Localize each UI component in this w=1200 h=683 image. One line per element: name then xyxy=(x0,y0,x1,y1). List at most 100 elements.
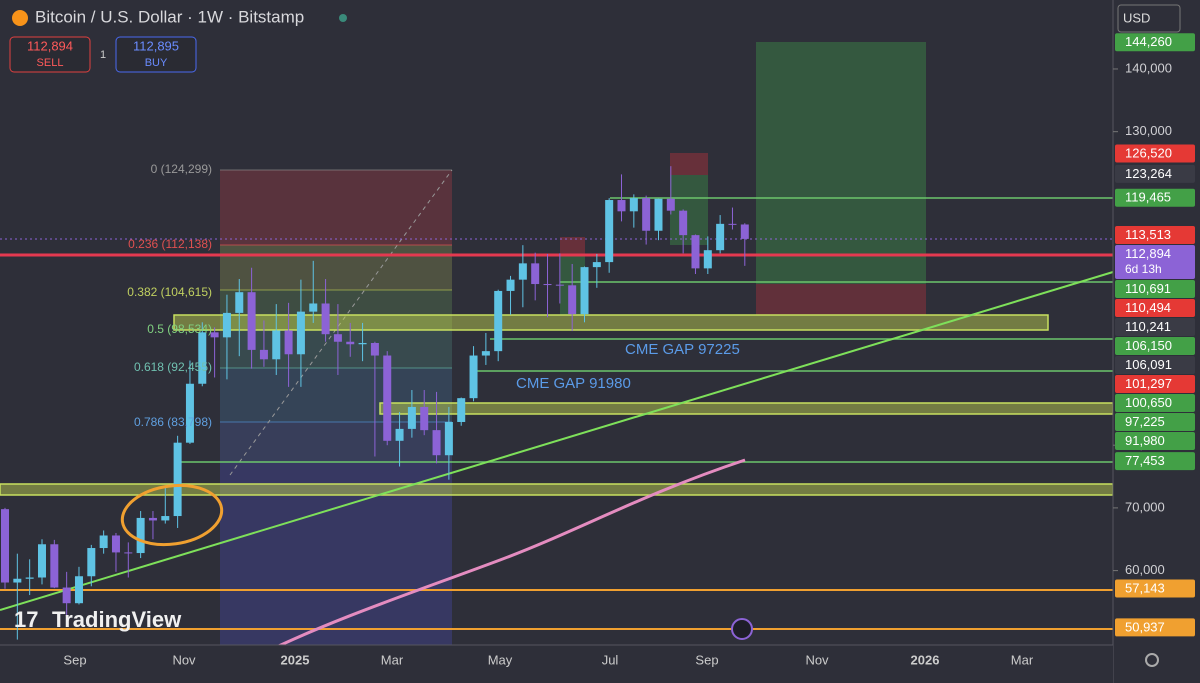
price-tag xyxy=(1115,245,1195,280)
candle-body xyxy=(87,548,96,577)
x-tick-label: Nov xyxy=(172,652,196,667)
candle-body xyxy=(444,421,453,456)
price-tag-label: 106,091 xyxy=(1125,357,1172,372)
candle-body xyxy=(481,351,490,356)
price-tag-label: 57,143 xyxy=(1125,580,1165,595)
event-icon[interactable] xyxy=(731,618,753,640)
candle-body xyxy=(370,342,379,356)
gap-box xyxy=(379,402,1114,415)
price-tag-label: 50,937 xyxy=(1125,619,1165,634)
cme-gap-label: CME GAP 91980 xyxy=(516,375,631,392)
long-stop-zone xyxy=(756,284,926,315)
y-tick-label: 60,000 xyxy=(1125,562,1165,577)
candle-body xyxy=(333,334,342,342)
candle-body xyxy=(383,355,392,441)
x-tick-label: May xyxy=(488,652,513,667)
price-tag xyxy=(1115,394,1195,413)
moving-average xyxy=(259,458,746,657)
candle-body xyxy=(173,442,182,517)
price-tag-label: 77,453 xyxy=(1125,453,1165,468)
candle-body xyxy=(74,576,83,604)
price-tag xyxy=(1115,452,1195,471)
candle-body xyxy=(654,198,663,231)
candle-body xyxy=(568,285,577,315)
candle-body xyxy=(210,332,219,338)
candle-body xyxy=(716,223,725,251)
candle-body xyxy=(247,292,256,350)
candle-body xyxy=(111,535,120,553)
candle-body xyxy=(469,355,478,399)
price-tag xyxy=(1115,226,1195,245)
x-tick-label: 2025 xyxy=(281,652,310,667)
price-tag-label: 110,494 xyxy=(1125,300,1171,315)
candle-body xyxy=(25,577,34,579)
drawings xyxy=(0,42,1114,657)
buy-price: 112,895 xyxy=(133,38,179,53)
price-tag-label: 106,150 xyxy=(1125,338,1172,353)
fib-zone xyxy=(220,422,452,462)
candle-body xyxy=(506,279,515,291)
candle-body xyxy=(457,398,466,422)
candle-body xyxy=(1,509,9,583)
price-tag xyxy=(1115,318,1195,337)
currency-button[interactable] xyxy=(1117,4,1181,33)
y-tick-label: 140,000 xyxy=(1125,60,1172,75)
candle-body xyxy=(161,516,170,521)
position-stop xyxy=(560,237,585,255)
price-tag xyxy=(1115,33,1195,52)
candles xyxy=(1,166,749,640)
price-tag xyxy=(1115,432,1195,451)
candle-body xyxy=(580,267,589,315)
cme-gap-label: CME GAP 97225 xyxy=(625,341,740,358)
fib-zone xyxy=(220,170,452,245)
position-target xyxy=(670,175,708,245)
sell-button[interactable] xyxy=(9,36,91,73)
highlight-circle xyxy=(120,483,224,547)
candle-body xyxy=(13,578,22,583)
candle-body xyxy=(691,235,700,269)
price-tag xyxy=(1115,375,1195,394)
price-tag-label: 97,225 xyxy=(1125,414,1165,429)
symbol-title: Bitcoin / U.S. Dollar · 1W · Bitstamp xyxy=(35,7,304,26)
candle-body xyxy=(62,587,71,604)
candle-body xyxy=(136,517,145,554)
fib-label: 0.5 (98,534) xyxy=(147,322,212,336)
candle-body xyxy=(321,303,330,335)
x-tick-label: Nov xyxy=(805,652,829,667)
btc-icon xyxy=(12,10,28,26)
candle-body xyxy=(432,430,441,456)
price-tag xyxy=(1115,413,1195,432)
trend-line xyxy=(0,271,1114,611)
price-tag xyxy=(1115,280,1195,299)
sell-label: SELL xyxy=(37,57,64,69)
candle-body xyxy=(592,262,601,268)
candle-body xyxy=(629,198,638,212)
candle-body xyxy=(531,263,540,285)
candle-body xyxy=(222,312,231,338)
candle-body xyxy=(494,290,503,352)
settings-icon[interactable] xyxy=(1145,653,1159,667)
candle-body xyxy=(740,224,749,239)
fib-label: 0 (124,299) xyxy=(151,162,212,176)
sell-price: 112,894 xyxy=(27,38,73,53)
price-tag-label: 91,980 xyxy=(1125,433,1165,448)
candle-body xyxy=(284,330,293,355)
price-tag-label: 110,691 xyxy=(1125,281,1171,296)
time-axis xyxy=(0,645,1113,683)
fib-label: 0.382 (104,615) xyxy=(127,285,212,299)
candle-body xyxy=(420,406,429,431)
price-tag-label: 144,260 xyxy=(1125,34,1172,49)
candle-body xyxy=(124,552,133,554)
long-target-zone xyxy=(756,42,926,284)
price-tag xyxy=(1115,618,1195,637)
candle-body xyxy=(679,210,688,236)
x-tick-label: Sep xyxy=(63,652,86,667)
x-tick-label: Mar xyxy=(381,652,404,667)
price-tag-label: 119,465 xyxy=(1125,190,1171,205)
buy-button[interactable] xyxy=(115,36,197,73)
price-tag xyxy=(1115,188,1195,207)
candle-body xyxy=(518,263,527,280)
buy-label: BUY xyxy=(145,57,168,69)
price-tag-label: 126,520 xyxy=(1125,145,1172,160)
